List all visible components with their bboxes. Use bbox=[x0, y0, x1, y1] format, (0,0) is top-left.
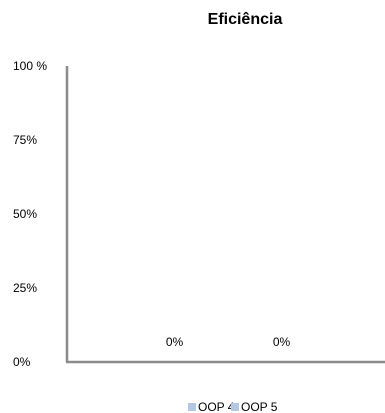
y-axis-ticks: 0% 25% 50% 75% 100 % bbox=[13, 59, 47, 369]
legend-swatch bbox=[188, 403, 196, 411]
y-tick-label: 100 % bbox=[13, 59, 47, 73]
legend-entry-label: OOP 5 bbox=[241, 400, 278, 413]
data-labels: 0% 0% bbox=[166, 335, 291, 349]
y-tick-label: 0% bbox=[13, 355, 31, 369]
legend: OOP 4 OOP 5 bbox=[188, 400, 278, 413]
bar-data-label: 0% bbox=[166, 335, 184, 349]
legend-swatch bbox=[231, 403, 239, 411]
chart-title: Eficiência bbox=[208, 11, 283, 28]
legend-entry-label: OOP 4 bbox=[198, 400, 235, 413]
y-tick-label: 50% bbox=[13, 207, 37, 221]
bar-data-label: 0% bbox=[273, 335, 291, 349]
y-tick-label: 25% bbox=[13, 281, 37, 295]
y-tick-label: 75% bbox=[13, 133, 37, 147]
